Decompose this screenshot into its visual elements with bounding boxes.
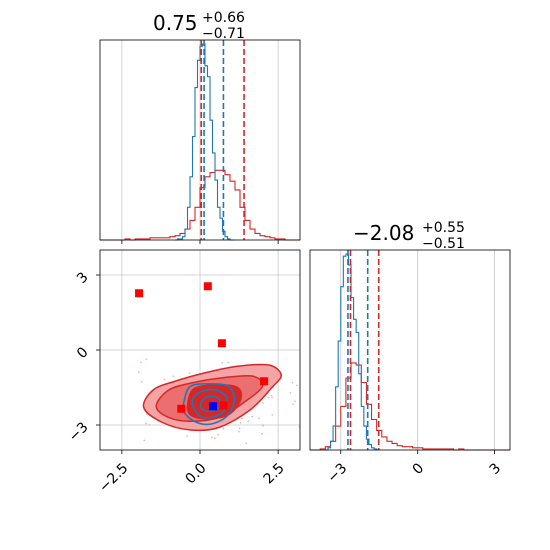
- tick-marks: [96, 274, 279, 454]
- histogram-series: [310, 253, 510, 451]
- sample-point: [227, 361, 230, 364]
- panel-title: 0.75 +0.66 −0.71: [153, 10, 245, 42]
- title-minus: −0.51: [422, 236, 465, 252]
- marker-red-square: [177, 404, 186, 413]
- sample-point: [211, 436, 213, 439]
- title-value: 0.75: [153, 11, 198, 35]
- x-tick-label: 0: [410, 460, 428, 478]
- y-tick-label: −3: [66, 419, 92, 445]
- marker-red-square: [217, 339, 226, 348]
- sample-point: [148, 423, 151, 426]
- contour-panel: −2.5 0.0 2.5 −3 0 3: [66, 249, 301, 496]
- sample-point: [163, 378, 166, 381]
- marker-red-square: [260, 377, 269, 386]
- sample-point: [262, 402, 265, 405]
- histogram-panel-param1: 0.75 +0.66 −0.71: [99, 10, 301, 244]
- sample-point: [172, 375, 175, 378]
- x-tick-marks: [340, 450, 496, 454]
- contour-blue-outer: [182, 382, 236, 426]
- sample-point: [292, 403, 295, 406]
- sample-point: [289, 391, 292, 394]
- sample-point: [247, 420, 250, 423]
- title-plus: +0.55: [422, 220, 465, 236]
- sample-point: [262, 424, 264, 427]
- x-tick-label: 3: [487, 460, 505, 478]
- title-minus: −0.71: [202, 26, 245, 42]
- point-markers: [135, 282, 269, 413]
- tick-labels: −3 0 3: [324, 460, 504, 486]
- sample-point: [186, 435, 188, 437]
- sample-point: [241, 417, 243, 420]
- sample-point: [145, 422, 148, 425]
- sample-point: [245, 442, 248, 445]
- histogram-step-line: [100, 169, 300, 241]
- sample-point: [137, 371, 140, 374]
- sample-point: [188, 372, 191, 375]
- y-tick-label: 0: [74, 344, 92, 362]
- sample-point: [143, 439, 146, 442]
- x-tick-label: −3: [324, 460, 350, 486]
- sample-point: [222, 427, 225, 430]
- sample-point: [251, 415, 254, 418]
- histogram-step-line: [325, 253, 380, 451]
- contour-red-inner: [186, 384, 243, 420]
- sample-point: [258, 417, 260, 420]
- marker-red-square: [219, 401, 228, 410]
- sample-point: [271, 413, 274, 416]
- x-tick-label: 2.5: [261, 460, 288, 487]
- histogram-panel-param2: −3 0 3 −2.08 +0.55 −0.51: [309, 220, 511, 486]
- sample-point: [296, 384, 298, 387]
- sample-point: [291, 381, 294, 384]
- sample-point: [267, 396, 270, 399]
- marker-blue-square: [209, 402, 218, 411]
- y-tick-label: 3: [74, 269, 92, 287]
- sample-point: [145, 358, 148, 360]
- sample-point: [140, 361, 142, 364]
- sample-point: [237, 430, 240, 433]
- quantile-lines: [200, 40, 245, 240]
- sample-point: [270, 394, 273, 397]
- plot-frame: [309, 249, 511, 451]
- x-tick-label: 0.0: [183, 460, 210, 487]
- sample-point: [213, 437, 216, 440]
- sample-point: [271, 396, 274, 399]
- sample-point: [294, 400, 296, 403]
- title-plus: +0.66: [202, 10, 245, 26]
- panel-title: −2.08 +0.55 −0.51: [353, 220, 465, 252]
- histogram-step-line: [310, 362, 510, 451]
- contour-blue-inner: [199, 395, 221, 413]
- sample-point: [238, 427, 241, 430]
- marker-red-square: [203, 282, 212, 291]
- x-tick-label: −2.5: [96, 460, 131, 495]
- sample-point: [261, 432, 264, 435]
- sample-point: [140, 380, 143, 383]
- marker-red-square: [135, 289, 144, 298]
- quantile-lines: [347, 250, 380, 450]
- sample-point: [217, 433, 220, 436]
- plot-area-bg: [310, 250, 510, 450]
- title-value: −2.08: [353, 221, 414, 245]
- x-tick-marks: [121, 240, 279, 244]
- sample-point: [221, 361, 224, 364]
- sample-point: [239, 421, 242, 424]
